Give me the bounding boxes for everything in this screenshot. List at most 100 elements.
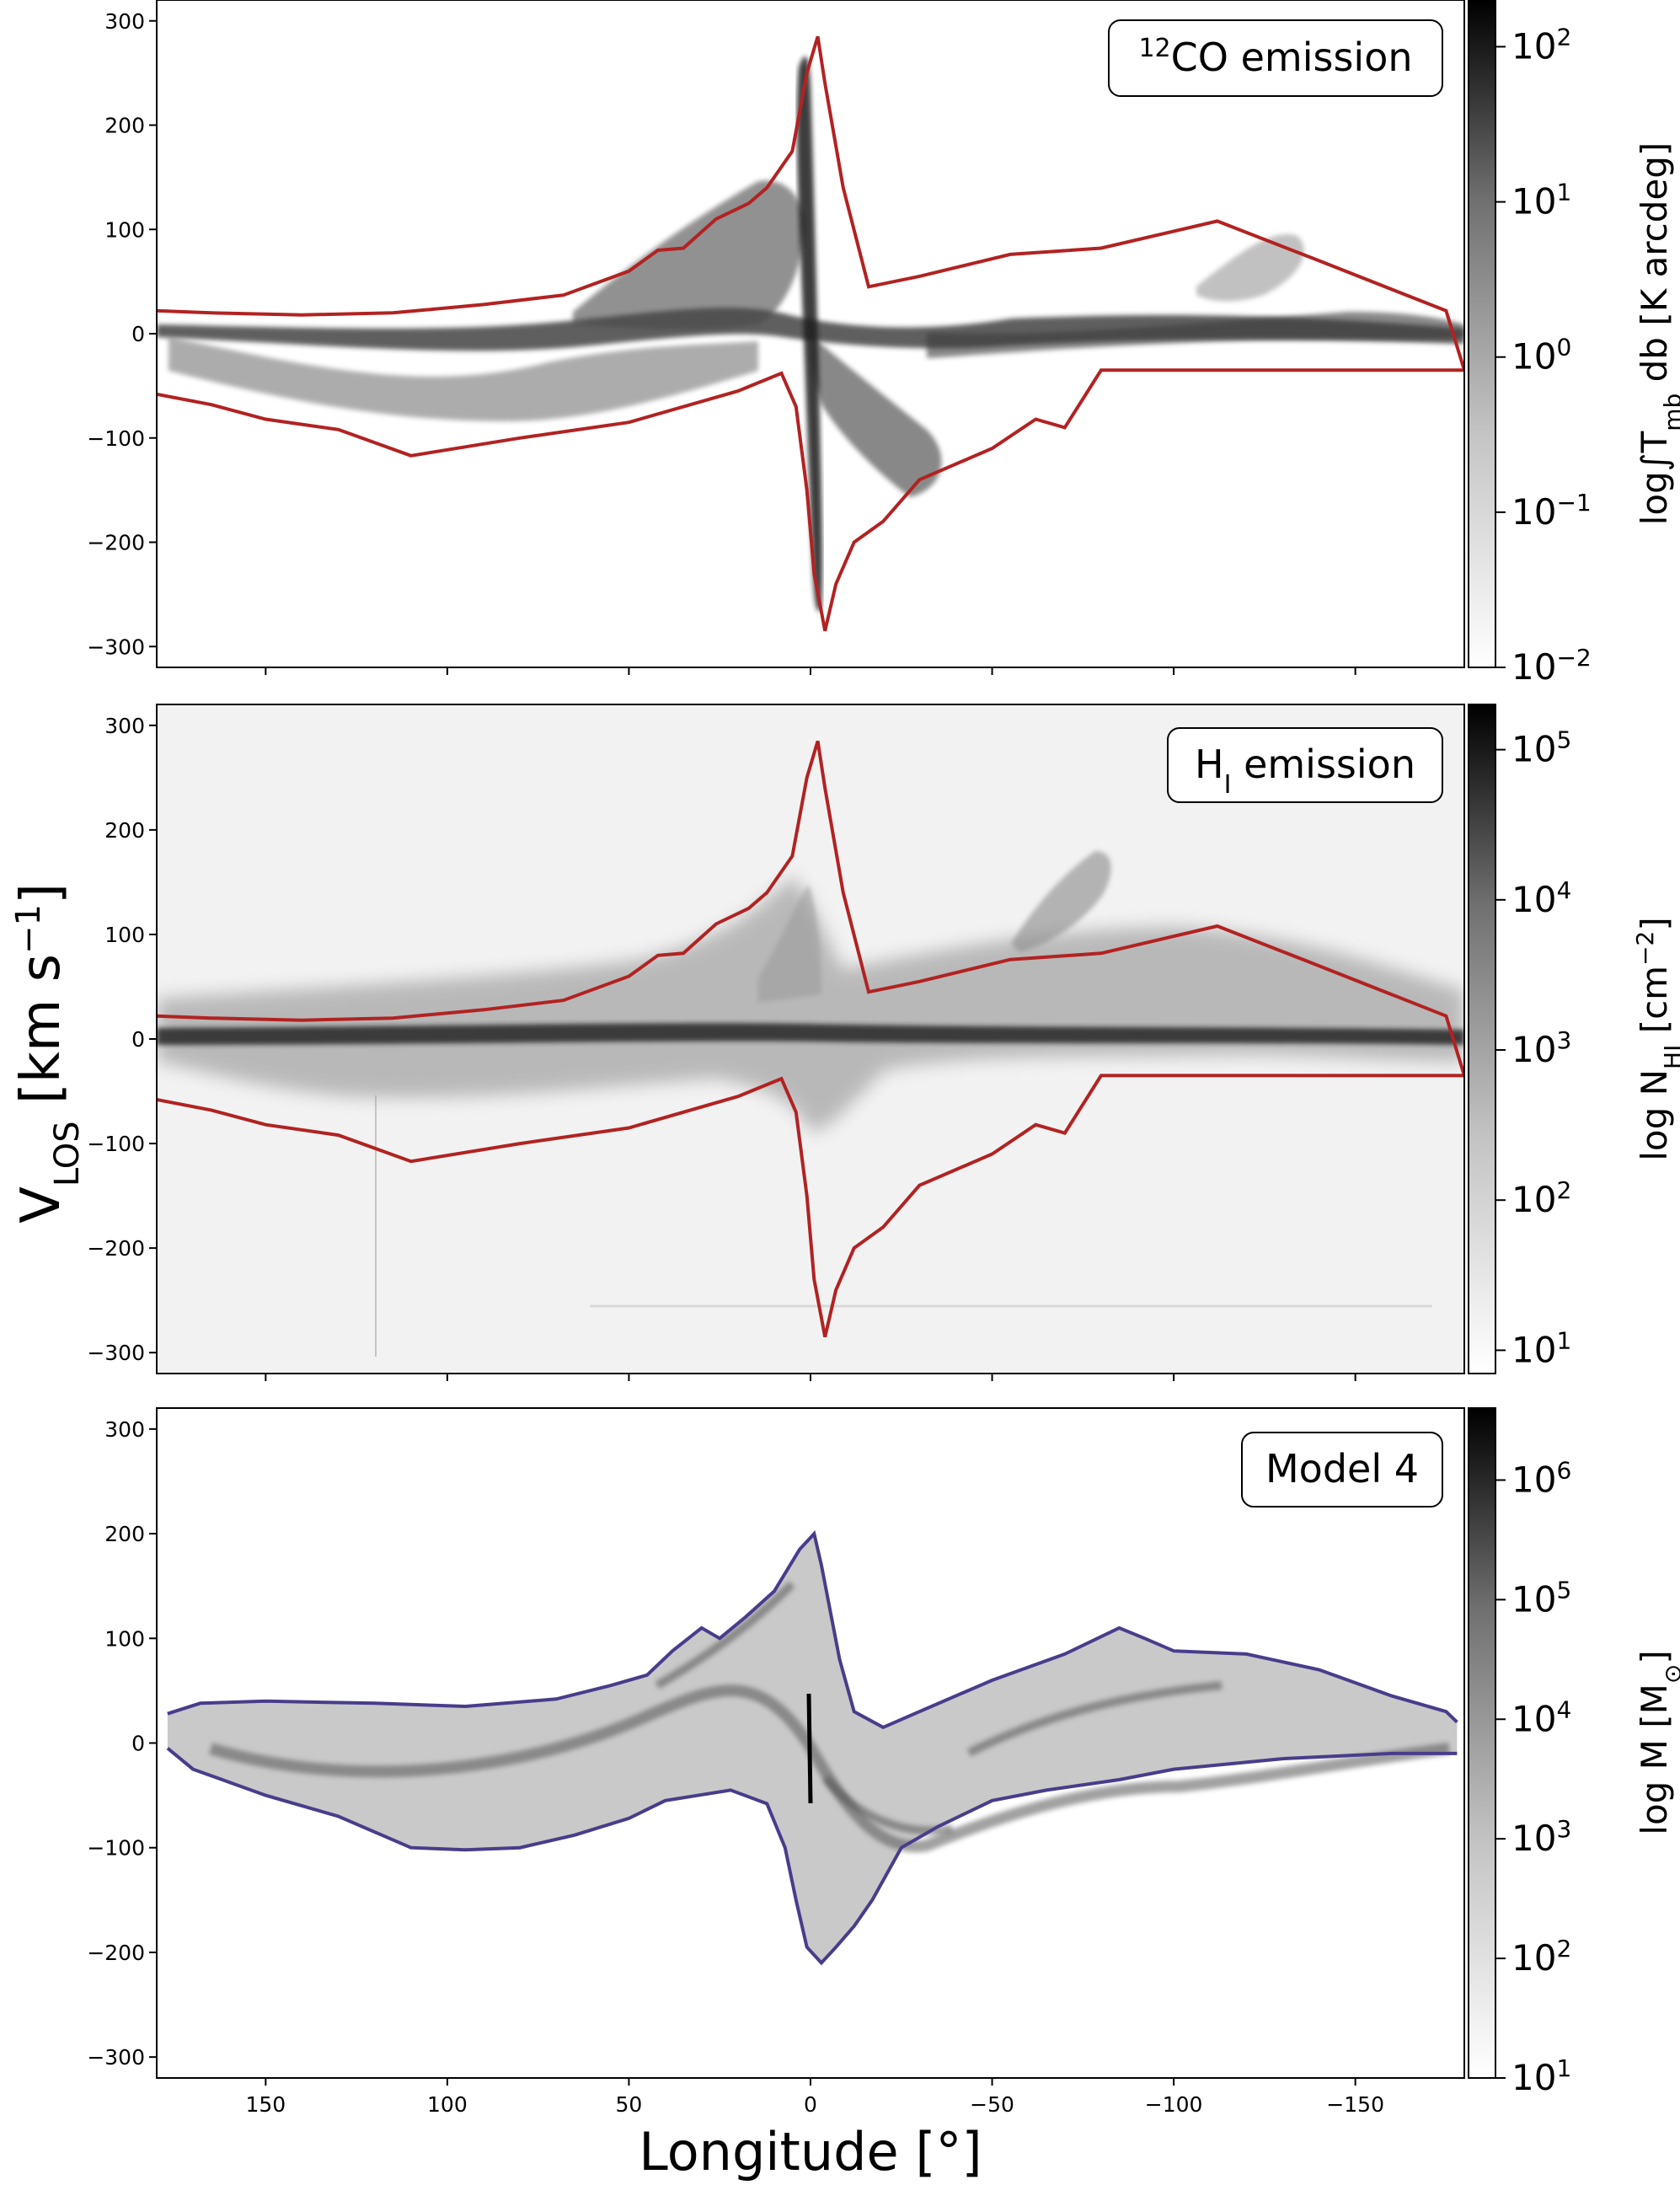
hi-legend-box: HI emission bbox=[1167, 727, 1443, 803]
colorbar-tick-label: 102 bbox=[1511, 23, 1571, 67]
co-colorbar-ticks: 10−2 10−1 100 101 102 bbox=[1495, 23, 1592, 688]
y-tick-label: −100 bbox=[87, 426, 145, 451]
co-panel-title: 12CO emission bbox=[1138, 34, 1412, 81]
colorbar-tick-label: 105 bbox=[1511, 1576, 1571, 1620]
model-cb-label-close: ] bbox=[1634, 1650, 1675, 1663]
model-mass-heatmap bbox=[167, 1534, 1458, 1963]
y-tick-label: −100 bbox=[87, 1836, 145, 1861]
hi-envelope-upper bbox=[157, 740, 1464, 1076]
co-cb-label-unit: db [K arcdeg] bbox=[1634, 142, 1675, 394]
colorbar-tick-label: 10−2 bbox=[1511, 644, 1592, 688]
y-tick-label: −200 bbox=[87, 531, 145, 555]
co-legend-box: 12CO emission bbox=[1108, 19, 1443, 97]
colorbar-tick-label: 103 bbox=[1511, 1815, 1571, 1860]
model-colorbar-label: log M [M⊙] bbox=[1634, 1650, 1680, 1834]
co-colorbar-label: log∫Tmb db [K arcdeg] bbox=[1634, 142, 1680, 526]
colorbar-tick-label: 101 bbox=[1511, 178, 1571, 222]
colorbar-tick-label: 102 bbox=[1511, 1935, 1571, 1979]
y-tick-label: 300 bbox=[104, 1417, 145, 1442]
model-envelope-upper bbox=[167, 1529, 1458, 1730]
hi-title-subscript: I bbox=[1224, 770, 1232, 800]
y-title-close: ] bbox=[10, 883, 72, 904]
hi-cb-label-close: ] bbox=[1634, 917, 1675, 930]
y-tick-label: 200 bbox=[104, 1522, 145, 1546]
y-tick-label: −200 bbox=[87, 1236, 145, 1261]
model-axis-ticks: 300 200 100 0 −100 −200 −300 150 100 50 0 −50 −100 −1… bbox=[87, 1417, 1384, 2117]
x-tick-label: −150 bbox=[1326, 2092, 1384, 2117]
x-tick-label: 150 bbox=[245, 2092, 286, 2117]
co-right-band bbox=[927, 312, 1464, 358]
x-tick-label: 50 bbox=[616, 2092, 643, 2117]
x-tick-label: 100 bbox=[427, 2092, 468, 2117]
y-tick-label: 200 bbox=[104, 818, 145, 843]
co-cb-label-main: log∫T bbox=[1634, 431, 1675, 525]
y-tick-label: −200 bbox=[87, 1941, 145, 1965]
colorbar-tick-label: 100 bbox=[1511, 333, 1571, 378]
hi-envelope bbox=[157, 740, 1464, 1338]
x-tick-label: −100 bbox=[1145, 2092, 1203, 2117]
co-title-superscript: 12 bbox=[1138, 34, 1170, 63]
co-tilted-lobe-lower bbox=[811, 337, 942, 497]
model-dark-streams-2 bbox=[655, 1581, 1223, 1835]
y-tick-label: −300 bbox=[87, 635, 145, 659]
co-central-spike bbox=[796, 56, 823, 612]
hi-cb-label-exp: −2 bbox=[1631, 931, 1659, 966]
colorbar-tick-label: 104 bbox=[1511, 1695, 1571, 1740]
co-emission-heatmap bbox=[157, 56, 1464, 612]
y-axis-title: VLOS [km s−1] bbox=[9, 883, 87, 1224]
colorbar-tick-label: 10−1 bbox=[1511, 488, 1592, 533]
y-tick-label: 100 bbox=[104, 217, 145, 242]
model-envelope-lower bbox=[166, 1747, 1458, 1966]
y-title-unit: [km s bbox=[10, 954, 72, 1121]
y-tick-label: 0 bbox=[131, 1027, 145, 1052]
co-cb-label-sub: mb bbox=[1659, 394, 1680, 431]
hi-upper-arc-cloud bbox=[1011, 851, 1111, 952]
co-colorbar bbox=[1468, 0, 1496, 668]
y-title-exp: −1 bbox=[9, 904, 48, 954]
hi-envelope-lower bbox=[157, 1074, 1464, 1338]
co-lower-haze bbox=[169, 337, 758, 421]
co-tilted-lobe-upper bbox=[573, 180, 805, 329]
colorbar-tick-label: 105 bbox=[1511, 726, 1571, 770]
y-tick-label: 300 bbox=[104, 714, 145, 738]
y-tick-label: −100 bbox=[87, 1132, 145, 1156]
co-envelope-upper bbox=[157, 35, 1464, 371]
x-axis-title: Longitude [°] bbox=[639, 2121, 982, 2182]
colorbar-tick-label: 104 bbox=[1511, 876, 1571, 920]
hi-colorbar bbox=[1468, 704, 1496, 1374]
y-tick-label: 0 bbox=[131, 1732, 145, 1756]
y-tick-label: 100 bbox=[104, 923, 145, 947]
y-title-sub: LOS bbox=[48, 1121, 87, 1186]
model-central-spike bbox=[806, 1693, 813, 1804]
co-title-text: CO emission bbox=[1171, 35, 1413, 80]
colorbar-tick-label: 103 bbox=[1511, 1026, 1571, 1071]
hi-title-text: emission bbox=[1231, 742, 1415, 787]
model-envelope bbox=[166, 1529, 1458, 1966]
hi-panel-title: HI emission bbox=[1195, 742, 1415, 800]
co-envelope-lower bbox=[157, 368, 1464, 632]
model-colorbar-ticks: 101 102 103 104 105 106 bbox=[1495, 1456, 1571, 2098]
hi-thin-disk bbox=[157, 1023, 1464, 1045]
hi-cb-label-unit: [cm bbox=[1634, 966, 1675, 1045]
hi-central-lobe bbox=[758, 885, 821, 1003]
model-colorbar bbox=[1468, 1407, 1496, 2079]
y-title-main: V bbox=[10, 1186, 72, 1224]
hi-emission-heatmap bbox=[157, 704, 1464, 1374]
colorbar-tick-label: 106 bbox=[1511, 1456, 1571, 1501]
hi-colorbar-label: log NHI [cm−2] bbox=[1631, 917, 1680, 1161]
colorbar-tick-label: 101 bbox=[1511, 1326, 1571, 1371]
y-tick-label: 200 bbox=[104, 114, 145, 138]
x-tick-label: 0 bbox=[804, 2092, 817, 2117]
hi-cb-label-sub: HI bbox=[1659, 1045, 1680, 1069]
y-tick-label: 0 bbox=[131, 322, 145, 346]
y-tick-label: 300 bbox=[104, 9, 145, 34]
hi-broad-disk bbox=[157, 876, 1464, 1131]
x-tick-label: −50 bbox=[970, 2092, 1014, 2117]
y-tick-label: 100 bbox=[104, 1626, 145, 1651]
model-panel-title: Model 4 bbox=[1265, 1446, 1419, 1491]
hi-colorbar-ticks: 101 102 103 104 105 bbox=[1495, 726, 1571, 1370]
hi-title-main: H bbox=[1195, 742, 1224, 787]
colorbar-tick-label: 101 bbox=[1511, 2054, 1571, 2099]
